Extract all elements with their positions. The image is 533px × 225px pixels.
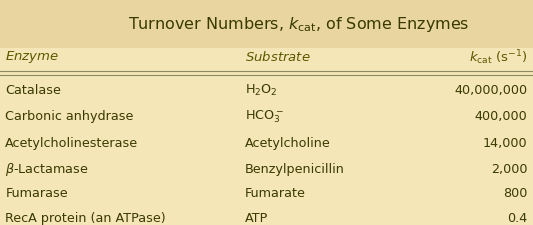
- Text: 400,000: 400,000: [475, 110, 528, 123]
- Text: $\it{Enzyme}$: $\it{Enzyme}$: [5, 49, 59, 65]
- Text: $\it{k}$$_{\mathrm{cat}}$ (s$^{-1}$): $\it{k}$$_{\mathrm{cat}}$ (s$^{-1}$): [469, 48, 528, 67]
- Text: Benzylpenicillin: Benzylpenicillin: [245, 163, 345, 176]
- Text: 14,000: 14,000: [483, 137, 528, 150]
- Text: Acetylcholine: Acetylcholine: [245, 137, 331, 150]
- Text: 2,000: 2,000: [491, 163, 528, 176]
- Text: Fumarate: Fumarate: [245, 187, 306, 200]
- Text: ATP: ATP: [245, 212, 269, 225]
- Text: $\it{Substrate}$: $\it{Substrate}$: [245, 50, 311, 64]
- Text: Catalase: Catalase: [5, 84, 61, 97]
- Text: 40,000,000: 40,000,000: [455, 84, 528, 97]
- Text: Carbonic anhydrase: Carbonic anhydrase: [5, 110, 134, 123]
- Text: Fumarase: Fumarase: [5, 187, 68, 200]
- Text: $\mathrm{HCO_3^-}$: $\mathrm{HCO_3^-}$: [245, 108, 284, 125]
- Text: 0.4: 0.4: [507, 212, 528, 225]
- Text: Acetylcholinesterase: Acetylcholinesterase: [5, 137, 139, 150]
- Text: $\beta$-Lactamase: $\beta$-Lactamase: [5, 161, 89, 178]
- Text: $\mathrm{H_2O_2}$: $\mathrm{H_2O_2}$: [245, 83, 278, 98]
- Text: RecA protein (an ATPase): RecA protein (an ATPase): [5, 212, 166, 225]
- Text: Turnover Numbers, $k_{\mathrm{cat}}$, of Some Enzymes: Turnover Numbers, $k_{\mathrm{cat}}$, of…: [128, 15, 469, 34]
- FancyBboxPatch shape: [0, 0, 533, 48]
- Text: 800: 800: [503, 187, 528, 200]
